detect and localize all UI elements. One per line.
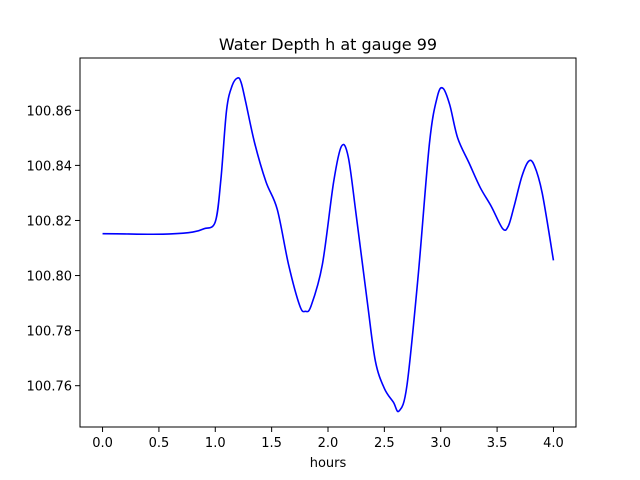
- y-tick-label: 100.82: [27, 214, 73, 229]
- y-tick-label: 100.80: [27, 270, 73, 285]
- series-line: [102, 76, 555, 413]
- x-tick-label: 2.5: [374, 436, 395, 451]
- x-axis: 0.0 0.5 1.0 1.5 2.0 2.5 3.0 3.5 4.0: [92, 427, 564, 451]
- y-tick-label: 100.84: [27, 159, 73, 174]
- x-tick-label: 1.5: [261, 436, 282, 451]
- x-tick-label: 3.0: [430, 436, 451, 451]
- plot-area: [102, 76, 555, 413]
- y-axis: 100.76 100.78 100.80 100.82 100.84 100.86: [27, 104, 80, 395]
- chart-title: Water Depth h at gauge 99: [219, 35, 437, 54]
- x-tick-label: 0.0: [92, 436, 113, 451]
- x-tick-label: 4.0: [543, 436, 564, 451]
- x-tick-label: 1.0: [205, 436, 226, 451]
- y-tick-label: 100.76: [27, 380, 73, 395]
- x-tick-label: 3.5: [487, 436, 508, 451]
- x-tick-label: 2.0: [318, 436, 339, 451]
- x-axis-title: hours: [310, 456, 347, 471]
- y-tick-label: 100.86: [27, 104, 73, 119]
- y-tick-label: 100.78: [27, 325, 73, 340]
- x-tick-label: 0.5: [149, 436, 170, 451]
